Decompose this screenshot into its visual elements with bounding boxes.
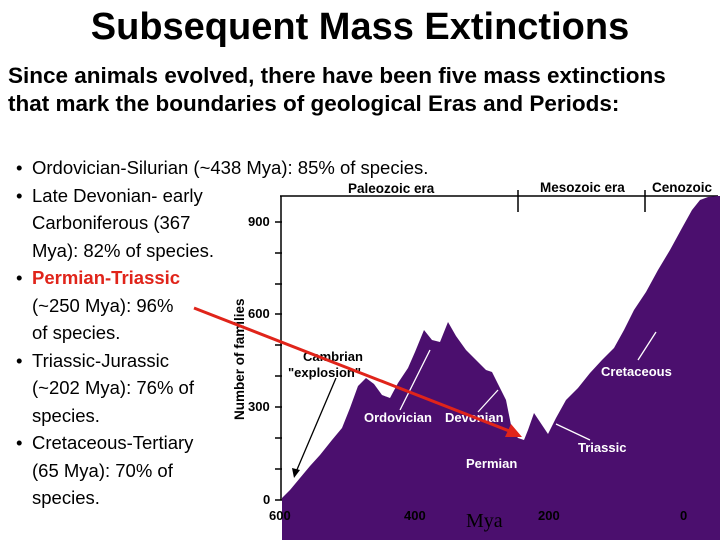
list-item: Late Devonian- early Carboniferous (367 … — [14, 182, 534, 265]
bullet-line: (~202 Mya): 76% of — [32, 377, 194, 398]
bullet-line: Triassic-Jurassic — [32, 349, 170, 371]
bullet-line: of species. — [32, 322, 121, 343]
list-item: Ordovician-Silurian (~438 Mya): 85% of s… — [14, 154, 534, 182]
cretaceous-arrow — [637, 331, 657, 361]
bullet-line: (65 Mya): 70% of — [32, 459, 173, 481]
bullet-line: Ordovician-Silurian (~438 Mya): 85% of s… — [32, 157, 429, 178]
page-title: Subsequent Mass Extinctions — [90, 6, 630, 48]
triassic-arrow — [555, 423, 591, 441]
bullet-line: Mya): 82% of species. — [32, 239, 214, 261]
bullet-line: Cretaceous-Tertiary — [32, 432, 194, 453]
intro-text: Since animals evolved, there have been f… — [8, 63, 666, 116]
bullet-line: species. — [32, 404, 100, 426]
bullet-line: Carboniferous (367 — [32, 212, 191, 233]
era-label-mesozoic: Mesozoic era — [540, 180, 625, 195]
label-triassic: Triassic — [578, 440, 626, 455]
era-label-cenozoic: Cenozoic — [652, 180, 712, 195]
x-tick-label: 200 — [538, 508, 560, 523]
extinction-list: Ordovician-Silurian (~438 Mya): 85% of s… — [14, 154, 534, 512]
bullet-line: Late Devonian- early — [32, 184, 203, 206]
bullet-line: species. — [32, 487, 100, 508]
bullet-line-highlight: Permian-Triassic — [32, 267, 181, 288]
label-cretaceous: Cretaceous — [601, 364, 672, 379]
x-tick-label: 0 — [680, 508, 687, 523]
list-item: Triassic-Jurassic (~202 Mya): 76% of spe… — [14, 347, 534, 430]
x-axis-label: Mya — [466, 510, 503, 532]
list-item: Cretaceous-Tertiary (65 Mya): 70% of spe… — [14, 429, 534, 512]
list-item: Permian-Triassic (~250 Mya): 96% of spec… — [14, 264, 534, 347]
bullet-line: (~250 Mya): 96% — [32, 294, 174, 316]
